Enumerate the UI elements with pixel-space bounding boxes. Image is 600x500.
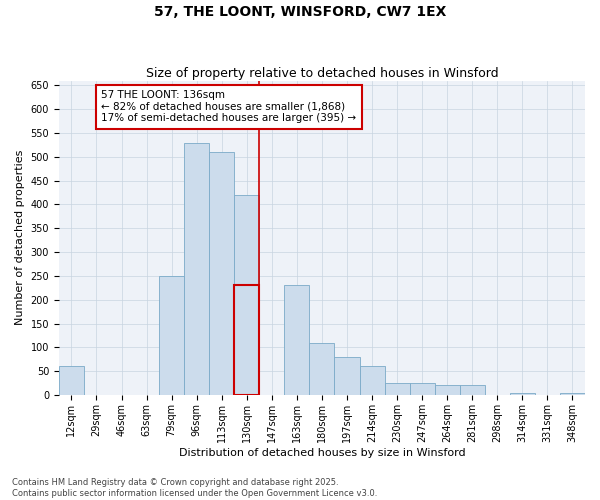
Bar [385, 383, 410, 395]
Text: 57 THE LOONT: 136sqm
← 82% of detached houses are smaller (1,868)
17% of semi-de: 57 THE LOONT: 136sqm ← 82% of detached h… [101, 90, 356, 124]
Text: 57, THE LOONT, WINSFORD, CW7 1EX: 57, THE LOONT, WINSFORD, CW7 1EX [154, 5, 446, 19]
Bar [184, 142, 209, 395]
Bar [159, 276, 184, 395]
Bar [334, 357, 359, 395]
Bar [434, 386, 460, 395]
Bar [284, 286, 310, 395]
Text: Contains HM Land Registry data © Crown copyright and database right 2025.
Contai: Contains HM Land Registry data © Crown c… [12, 478, 377, 498]
Bar [460, 386, 485, 395]
Bar [510, 392, 535, 395]
Bar [234, 286, 259, 395]
Bar [359, 366, 385, 395]
Bar [209, 152, 234, 395]
Y-axis label: Number of detached properties: Number of detached properties [15, 150, 25, 326]
Title: Size of property relative to detached houses in Winsford: Size of property relative to detached ho… [146, 66, 498, 80]
Bar [410, 383, 434, 395]
Bar [560, 392, 585, 395]
Bar [310, 342, 334, 395]
Bar [234, 195, 259, 395]
Bar [59, 366, 84, 395]
X-axis label: Distribution of detached houses by size in Winsford: Distribution of detached houses by size … [179, 448, 465, 458]
